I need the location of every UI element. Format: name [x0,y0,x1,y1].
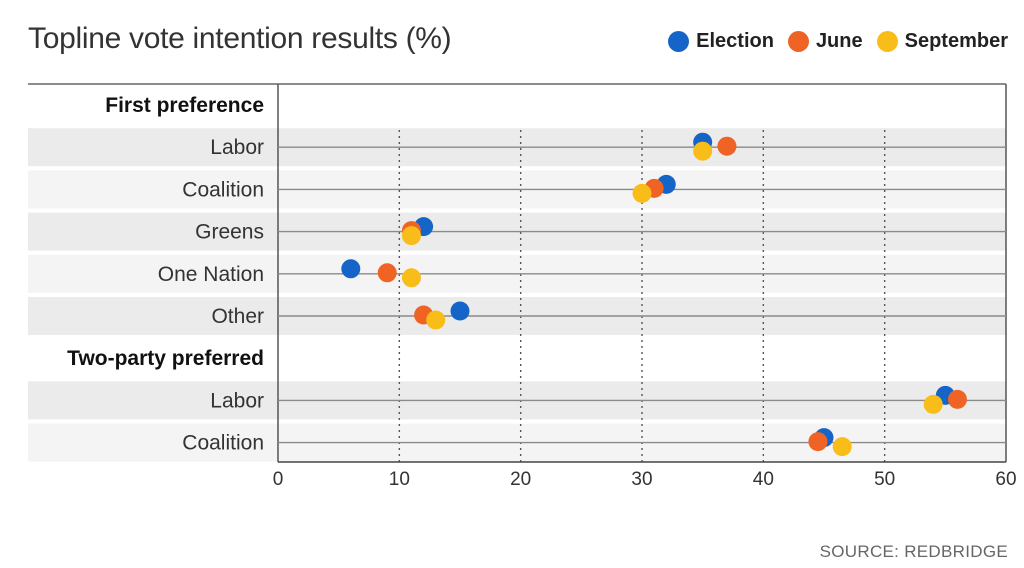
row-label-0-2: Greens [195,221,264,244]
dot-election-0-4 [450,301,470,321]
row-label-0-3: One Nation [158,263,264,286]
legend-label-election: Election [696,30,774,52]
row-label-0-4: Other [211,305,264,328]
dot-september-0-2 [401,226,421,246]
chart-title: Topline vote intention results (%) [28,22,452,55]
dot-september-0-4 [426,310,446,330]
dot-june-0-3 [377,263,397,283]
dot-september-0-0 [693,141,713,161]
dot-june-0-0 [717,136,737,156]
x-tick-label-60: 60 [995,469,1016,490]
x-tick-label-20: 20 [510,469,531,490]
dot-september-0-1 [632,183,652,203]
legend-item-june: June [787,30,863,53]
group-label-0: First preference [105,94,264,117]
dot-september-1-1 [832,437,852,457]
legend: Election June September [668,30,1008,53]
x-tick-label-30: 30 [631,469,652,490]
legend-dot-september [876,31,898,52]
row-label-0-1: Coalition [182,178,264,201]
x-tick-label-40: 40 [753,469,774,490]
x-tick-label-10: 10 [389,469,410,490]
group-label-1: Two-party preferred [67,347,264,370]
legend-dot-election [668,31,690,52]
dot-june-1-0 [947,389,967,409]
legend-label-september: September [904,30,1008,52]
dot-june-1-1 [808,432,828,452]
legend-dot-june [787,31,809,52]
row-label-0-0: Labor [210,136,264,159]
legend-item-election: Election [668,30,774,53]
row-label-1-0: Labor [210,389,264,412]
dot-election-0-3 [341,259,361,279]
legend-item-september: September [876,30,1008,53]
legend-label-june: June [815,30,863,52]
dot-september-0-3 [401,268,421,288]
row-label-1-1: Coalition [182,432,264,455]
x-tick-label-50: 50 [874,469,895,490]
source-note: SOURCE: REDBRIDGE [819,542,1008,561]
dot-september-1-0 [923,394,943,414]
x-tick-label-0: 0 [273,469,284,490]
